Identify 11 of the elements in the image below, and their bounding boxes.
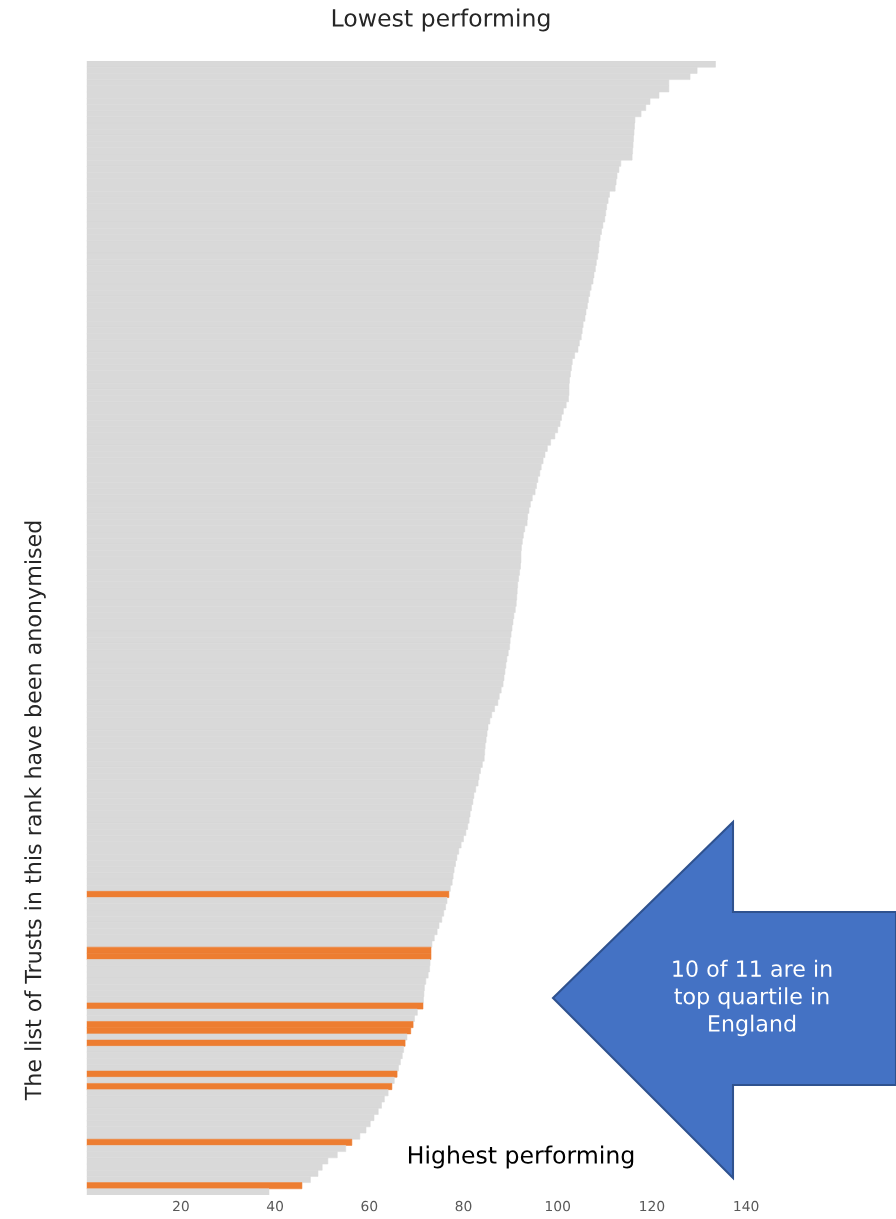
annotation: 10 of 11 are in top quartile in England — [673, 959, 832, 1037]
x-tick-label: 120 — [640, 1200, 665, 1212]
x-tick-label: 60 — [361, 1200, 378, 1212]
x-tick-label: 100 — [545, 1200, 571, 1212]
x-tick-label: 20 — [173, 1200, 189, 1212]
annotation: Highest performing — [408, 1145, 634, 1169]
x-tick-label: 40 — [266, 1200, 284, 1212]
y-axis-title: The list of Trusts in this rank have been anonymised — [24, 521, 46, 1101]
x-tick-label: 140 — [734, 1200, 759, 1212]
x-tick-label: 80 — [455, 1200, 472, 1212]
chart-title: Lowest performing — [332, 8, 550, 32]
